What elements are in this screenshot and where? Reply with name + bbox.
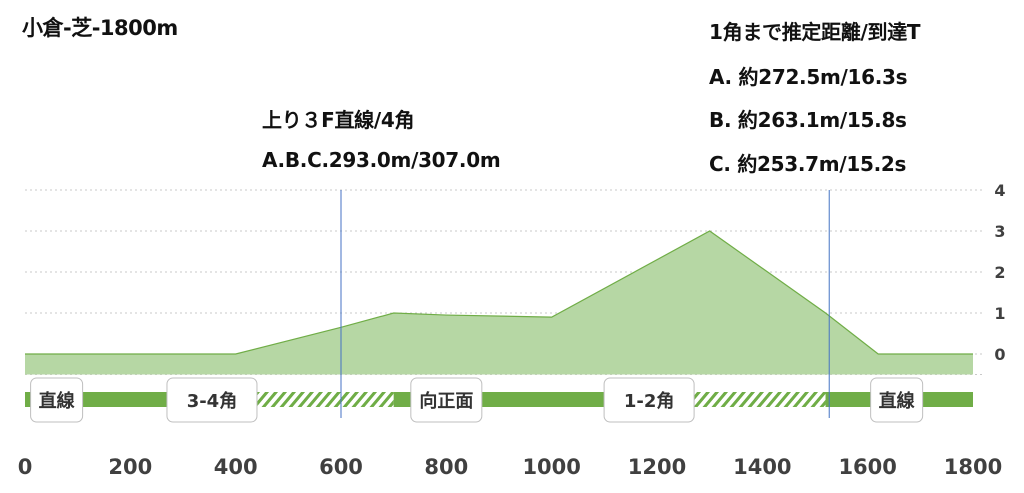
y-tick-label: 0	[994, 345, 1005, 364]
y-tick-label: 2	[994, 263, 1005, 282]
segment-label: 直線	[39, 390, 75, 412]
segment-label-box	[166, 377, 258, 423]
x-tick-label: 1000	[522, 455, 580, 479]
annotation-first-corner-c: C. 約253.7m/15.2s	[709, 152, 907, 176]
x-tick-label: 1400	[733, 455, 791, 479]
segment-label: 1-2角	[624, 390, 675, 412]
y-tick-label: 3	[994, 222, 1005, 241]
segment-label-box	[603, 377, 695, 423]
segment-label: 向正面	[419, 390, 473, 412]
annotation-corner-distance: A.B.C.293.0m/307.0m	[262, 148, 501, 172]
x-tick-label: 1600	[838, 455, 896, 479]
annotation-first-corner-label: 1角まで推定距離/到達T	[709, 20, 921, 44]
annotation-corner-label: 上り３F直線/4角	[262, 108, 415, 132]
x-tick-label: 600	[319, 455, 363, 479]
chart-title: 小倉-芝-1800m	[22, 16, 178, 40]
track-segment-bar	[235, 392, 394, 407]
x-tick-label: 400	[214, 455, 258, 479]
x-tick-label: 800	[424, 455, 468, 479]
x-tick-label: 1200	[628, 455, 686, 479]
x-tick-label: 1800	[944, 455, 1002, 479]
x-tick-label: 200	[108, 455, 152, 479]
segment-label-box	[30, 377, 84, 423]
elevation-area	[25, 231, 973, 375]
annotation-first-corner-b: B. 約263.1m/15.8s	[709, 108, 907, 132]
annotation-first-corner-a: A. 約272.5m/16.3s	[709, 65, 908, 89]
segment-label-box	[410, 377, 483, 423]
elevation-line	[25, 230, 973, 355]
segment-label: 直線	[879, 390, 915, 412]
x-tick-label: 0	[18, 455, 33, 479]
segment-label: 3-4角	[187, 390, 238, 412]
y-tick-label: 1	[994, 304, 1005, 323]
segment-label-box	[870, 377, 924, 423]
y-tick-label: 4	[994, 181, 1005, 200]
